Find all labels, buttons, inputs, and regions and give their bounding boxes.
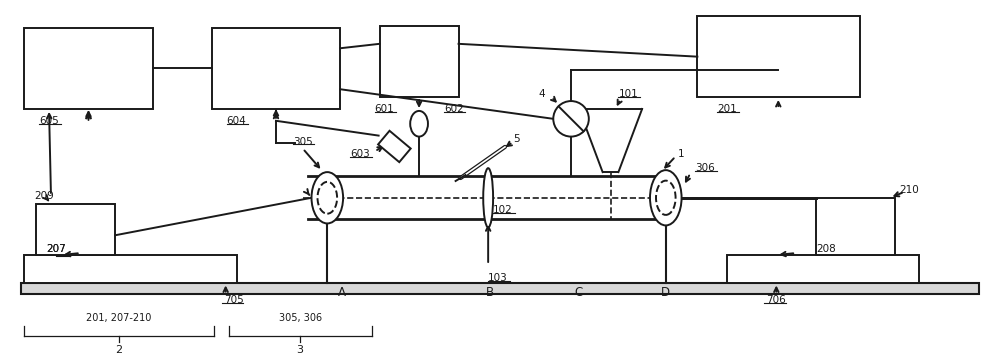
Text: 705: 705 [224,295,243,305]
Bar [21,283,979,295]
Text: 605: 605 [39,116,59,126]
Polygon shape [378,131,411,162]
Text: 209: 209 [34,191,54,201]
Bar [24,255,237,283]
Bar [36,204,115,255]
Text: A: A [338,286,346,299]
Text: 207: 207 [46,244,66,254]
Text: 306: 306 [695,163,715,173]
Text: D: D [661,286,670,299]
Circle shape [553,101,589,137]
Text: 207: 207 [46,244,66,254]
Text: 4: 4 [538,89,545,99]
Text: 201: 201 [717,104,737,114]
Text: 602: 602 [444,104,464,114]
Text: 601: 601 [375,104,394,114]
Text: 305, 306: 305, 306 [279,313,322,323]
Text: 706: 706 [766,295,786,305]
Text: B: B [486,286,494,299]
Bar [212,28,340,109]
Text: 210: 210 [900,185,919,195]
Ellipse shape [650,170,682,225]
Text: 103: 103 [488,273,508,283]
Bar [816,198,895,255]
Text: 201, 207-210: 201, 207-210 [86,313,152,323]
Text: 603: 603 [350,149,370,159]
Ellipse shape [410,111,428,137]
Text: C: C [575,286,583,299]
Bar [727,255,919,283]
Ellipse shape [483,168,493,227]
Text: 2: 2 [116,345,123,355]
Text: 3: 3 [297,345,304,355]
Ellipse shape [318,182,337,214]
Text: 208: 208 [816,244,836,254]
Text: 101: 101 [618,89,638,99]
Text: 604: 604 [227,116,246,126]
Bar [697,16,860,97]
Ellipse shape [656,181,676,215]
Text: 1: 1 [678,149,684,159]
Text: 5: 5 [514,134,520,144]
Ellipse shape [312,172,343,223]
Bar [380,26,459,97]
Text: 305: 305 [293,136,313,146]
Bar [24,28,153,109]
Text: 102: 102 [493,205,513,215]
